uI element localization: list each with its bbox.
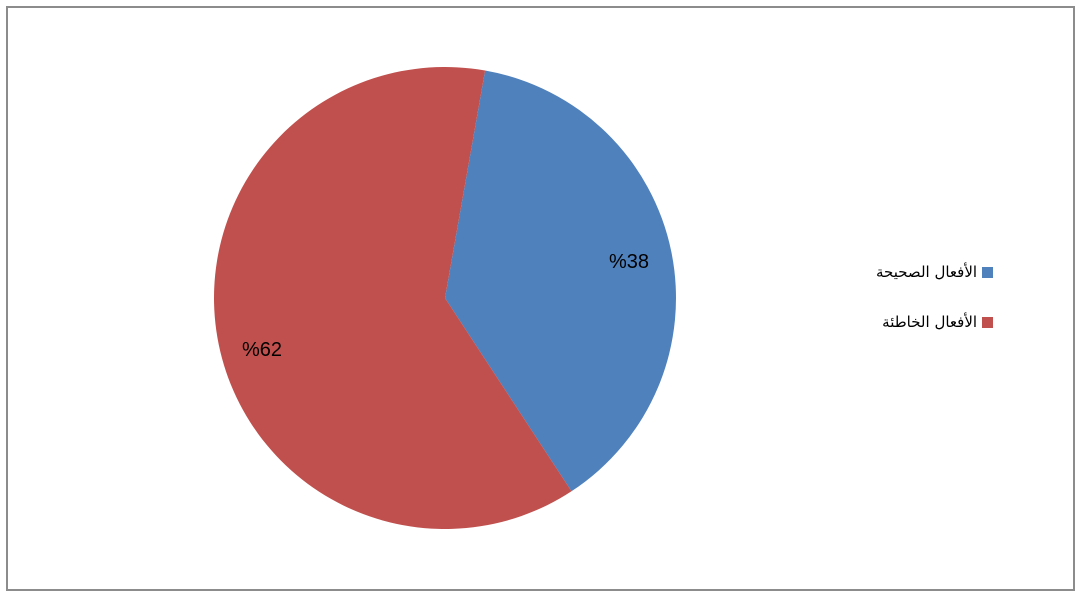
- data-label-correct: %38: [609, 251, 649, 273]
- legend: الأفعال الصحيحة الأفعال الخاطئة: [876, 258, 993, 358]
- legend-label-correct: الأفعال الصحيحة: [876, 263, 977, 281]
- legend-label-wrong: الأفعال الخاطئة: [882, 313, 977, 331]
- pie-slices: [214, 67, 676, 529]
- data-label-wrong: %62: [242, 339, 282, 361]
- legend-swatch-wrong: [982, 317, 993, 328]
- legend-item-correct: الأفعال الصحيحة: [876, 258, 993, 286]
- legend-swatch-correct: [982, 267, 993, 278]
- legend-item-wrong: الأفعال الخاطئة: [876, 308, 993, 336]
